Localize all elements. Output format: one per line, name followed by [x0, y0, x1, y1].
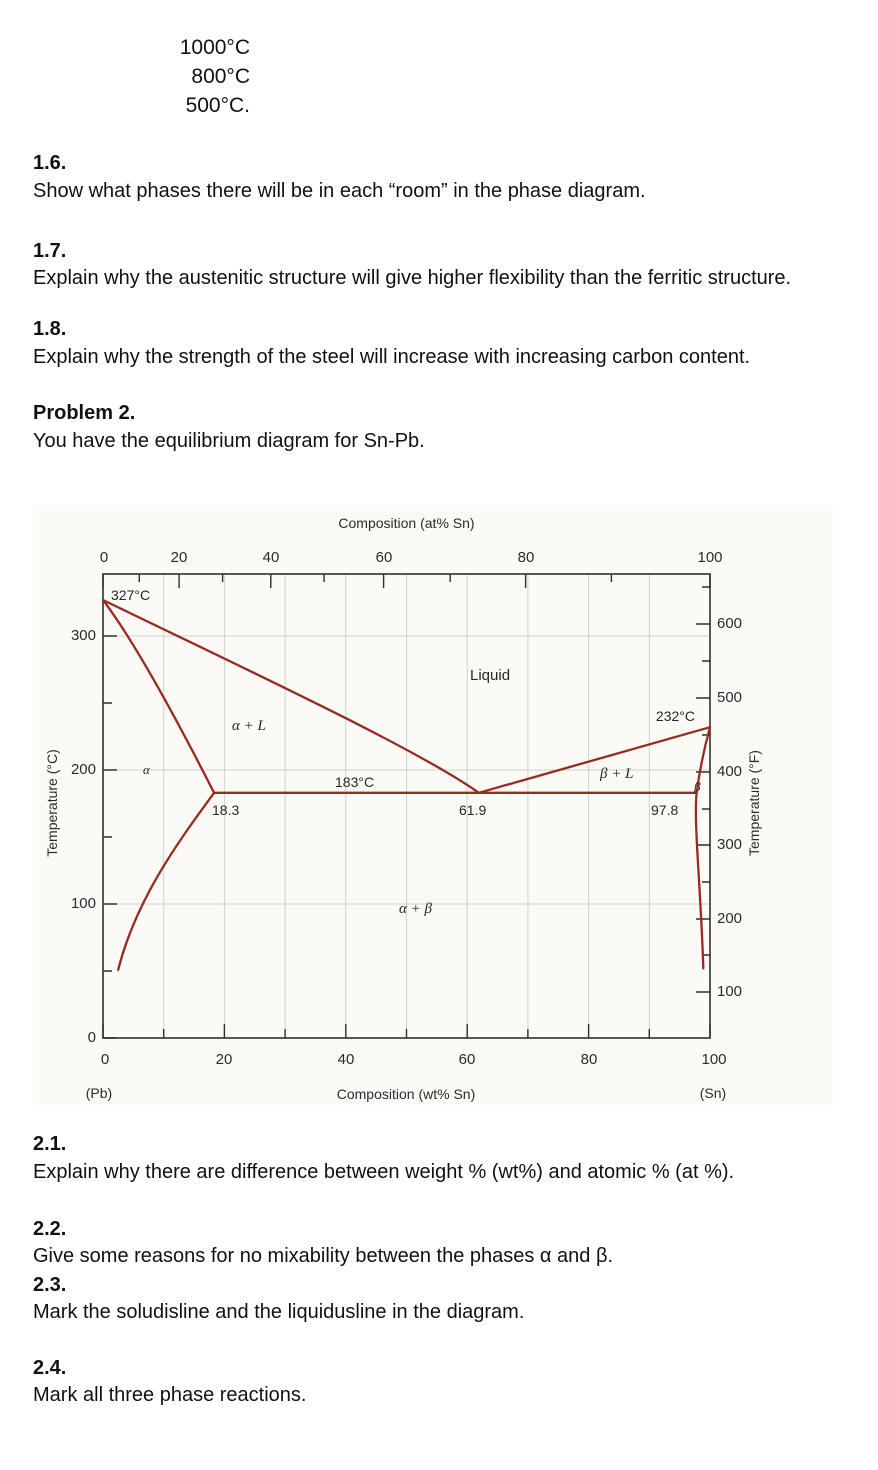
section-body-1-6: Show what phases there will be in each “… [33, 180, 646, 202]
temperature-line: 1000°C [179, 36, 250, 59]
section-body-problem-2: You have the equilibrium diagram for Sn-… [33, 430, 425, 452]
section-body-2-4: Mark all three phase reactions. [33, 1384, 307, 1406]
solidus-alpha-curve [101, 598, 216, 794]
sn-end-label: (Sn) [699, 1085, 727, 1101]
y-right-tick-label: 100 [717, 983, 743, 1000]
pb-melting-point-label: 327°C [111, 587, 151, 603]
top-axis-title: Composition (at% Sn) [338, 515, 475, 531]
x-top-tick-label: 40 [262, 549, 280, 566]
section-heading-2-2: 2.2. [33, 1218, 67, 1240]
section-heading-1-8: 1.8. [33, 318, 67, 340]
eutectic-temperature-label: 183°C [335, 774, 375, 790]
temperature-line: 800°C [191, 65, 250, 88]
beta-plus-liquid-region-label: β + L [600, 766, 634, 782]
y-right-tick-label: 300 [717, 836, 743, 853]
section-heading-problem-2: Problem 2. [33, 402, 136, 424]
section-heading-2-3: 2.3. [33, 1274, 67, 1296]
beta-composition-label: 97.8 [651, 802, 679, 818]
sn-pb-phase-diagram: Composition (at% Sn) Composition (wt% Sn… [33, 505, 833, 1105]
axis-ticks [102, 574, 711, 1039]
sn-melting-point-label: 232°C [655, 708, 695, 724]
y-left-tick-label: 300 [70, 627, 96, 644]
y-right-tick-label: 500 [717, 689, 743, 706]
solvus-beta-upper-curve [695, 726, 712, 794]
liquidus-left-curve [101, 598, 480, 794]
y-right-tick-label: 200 [717, 910, 743, 927]
gridlines [103, 574, 710, 1038]
beta-region-label: β [694, 779, 701, 794]
x-top-tick-label: 20 [170, 549, 188, 566]
x-top-tick-label: 60 [375, 549, 393, 566]
y-left-tick-label: 0 [87, 1029, 96, 1046]
bottom-axis-title: Composition (wt% Sn) [336, 1086, 476, 1102]
solvus-beta-lower-curve [694, 791, 705, 970]
x-bottom-tick-label: 0 [100, 1051, 110, 1068]
x-top-tick-label: 80 [517, 549, 535, 566]
liquidus-right-curve [477, 726, 712, 794]
phase-diagram-plot [101, 573, 712, 1039]
y-right-tick-label: 600 [717, 615, 743, 632]
y-left-tick-label: 200 [70, 761, 96, 778]
section-heading-2-4: 2.4. [33, 1357, 67, 1379]
x-bottom-tick-label: 60 [458, 1051, 476, 1068]
right-axis-title: Temperature (°F) [746, 750, 762, 856]
liquid-region-label: Liquid [470, 667, 511, 684]
phase-boundaries [101, 598, 712, 971]
alpha-plus-liquid-region-label: α + L [232, 718, 266, 734]
eutectic-composition-label: 61.9 [459, 802, 487, 818]
y-left-tick-label: 100 [70, 895, 96, 912]
section-body-2-2: Give some reasons for no mixability betw… [33, 1245, 614, 1267]
x-top-tick-label: 0 [99, 549, 109, 566]
x-bottom-tick-label: 100 [701, 1051, 727, 1068]
section-body-1-8: Explain why the strength of the steel wi… [33, 346, 751, 368]
y-right-tick-label: 400 [717, 763, 743, 780]
section-body-2-3: Mark the soludisline and the liquiduslin… [33, 1301, 525, 1323]
solvus-alpha-curve [117, 791, 216, 971]
x-top-tick-label: 100 [697, 549, 723, 566]
temperature-line: 500°C. [185, 94, 250, 117]
section-heading-2-1: 2.1. [33, 1133, 67, 1155]
pb-end-label: (Pb) [85, 1085, 113, 1101]
section-body-2-1: Explain why there are difference between… [33, 1161, 735, 1183]
alpha-region-label: α [143, 762, 150, 777]
x-bottom-tick-label: 40 [337, 1051, 355, 1068]
section-heading-1-6: 1.6. [33, 152, 67, 174]
x-bottom-tick-label: 20 [215, 1051, 233, 1068]
temperature-list: 1000°C 800°C 500°C. [170, 33, 250, 120]
section-heading-1-7: 1.7. [33, 240, 67, 262]
alpha-composition-label: 18.3 [212, 802, 240, 818]
section-body-1-7: Explain why the austenitic structure wil… [33, 267, 792, 289]
alpha-plus-beta-region-label: α + β [399, 901, 432, 917]
x-bottom-tick-label: 80 [580, 1051, 598, 1068]
